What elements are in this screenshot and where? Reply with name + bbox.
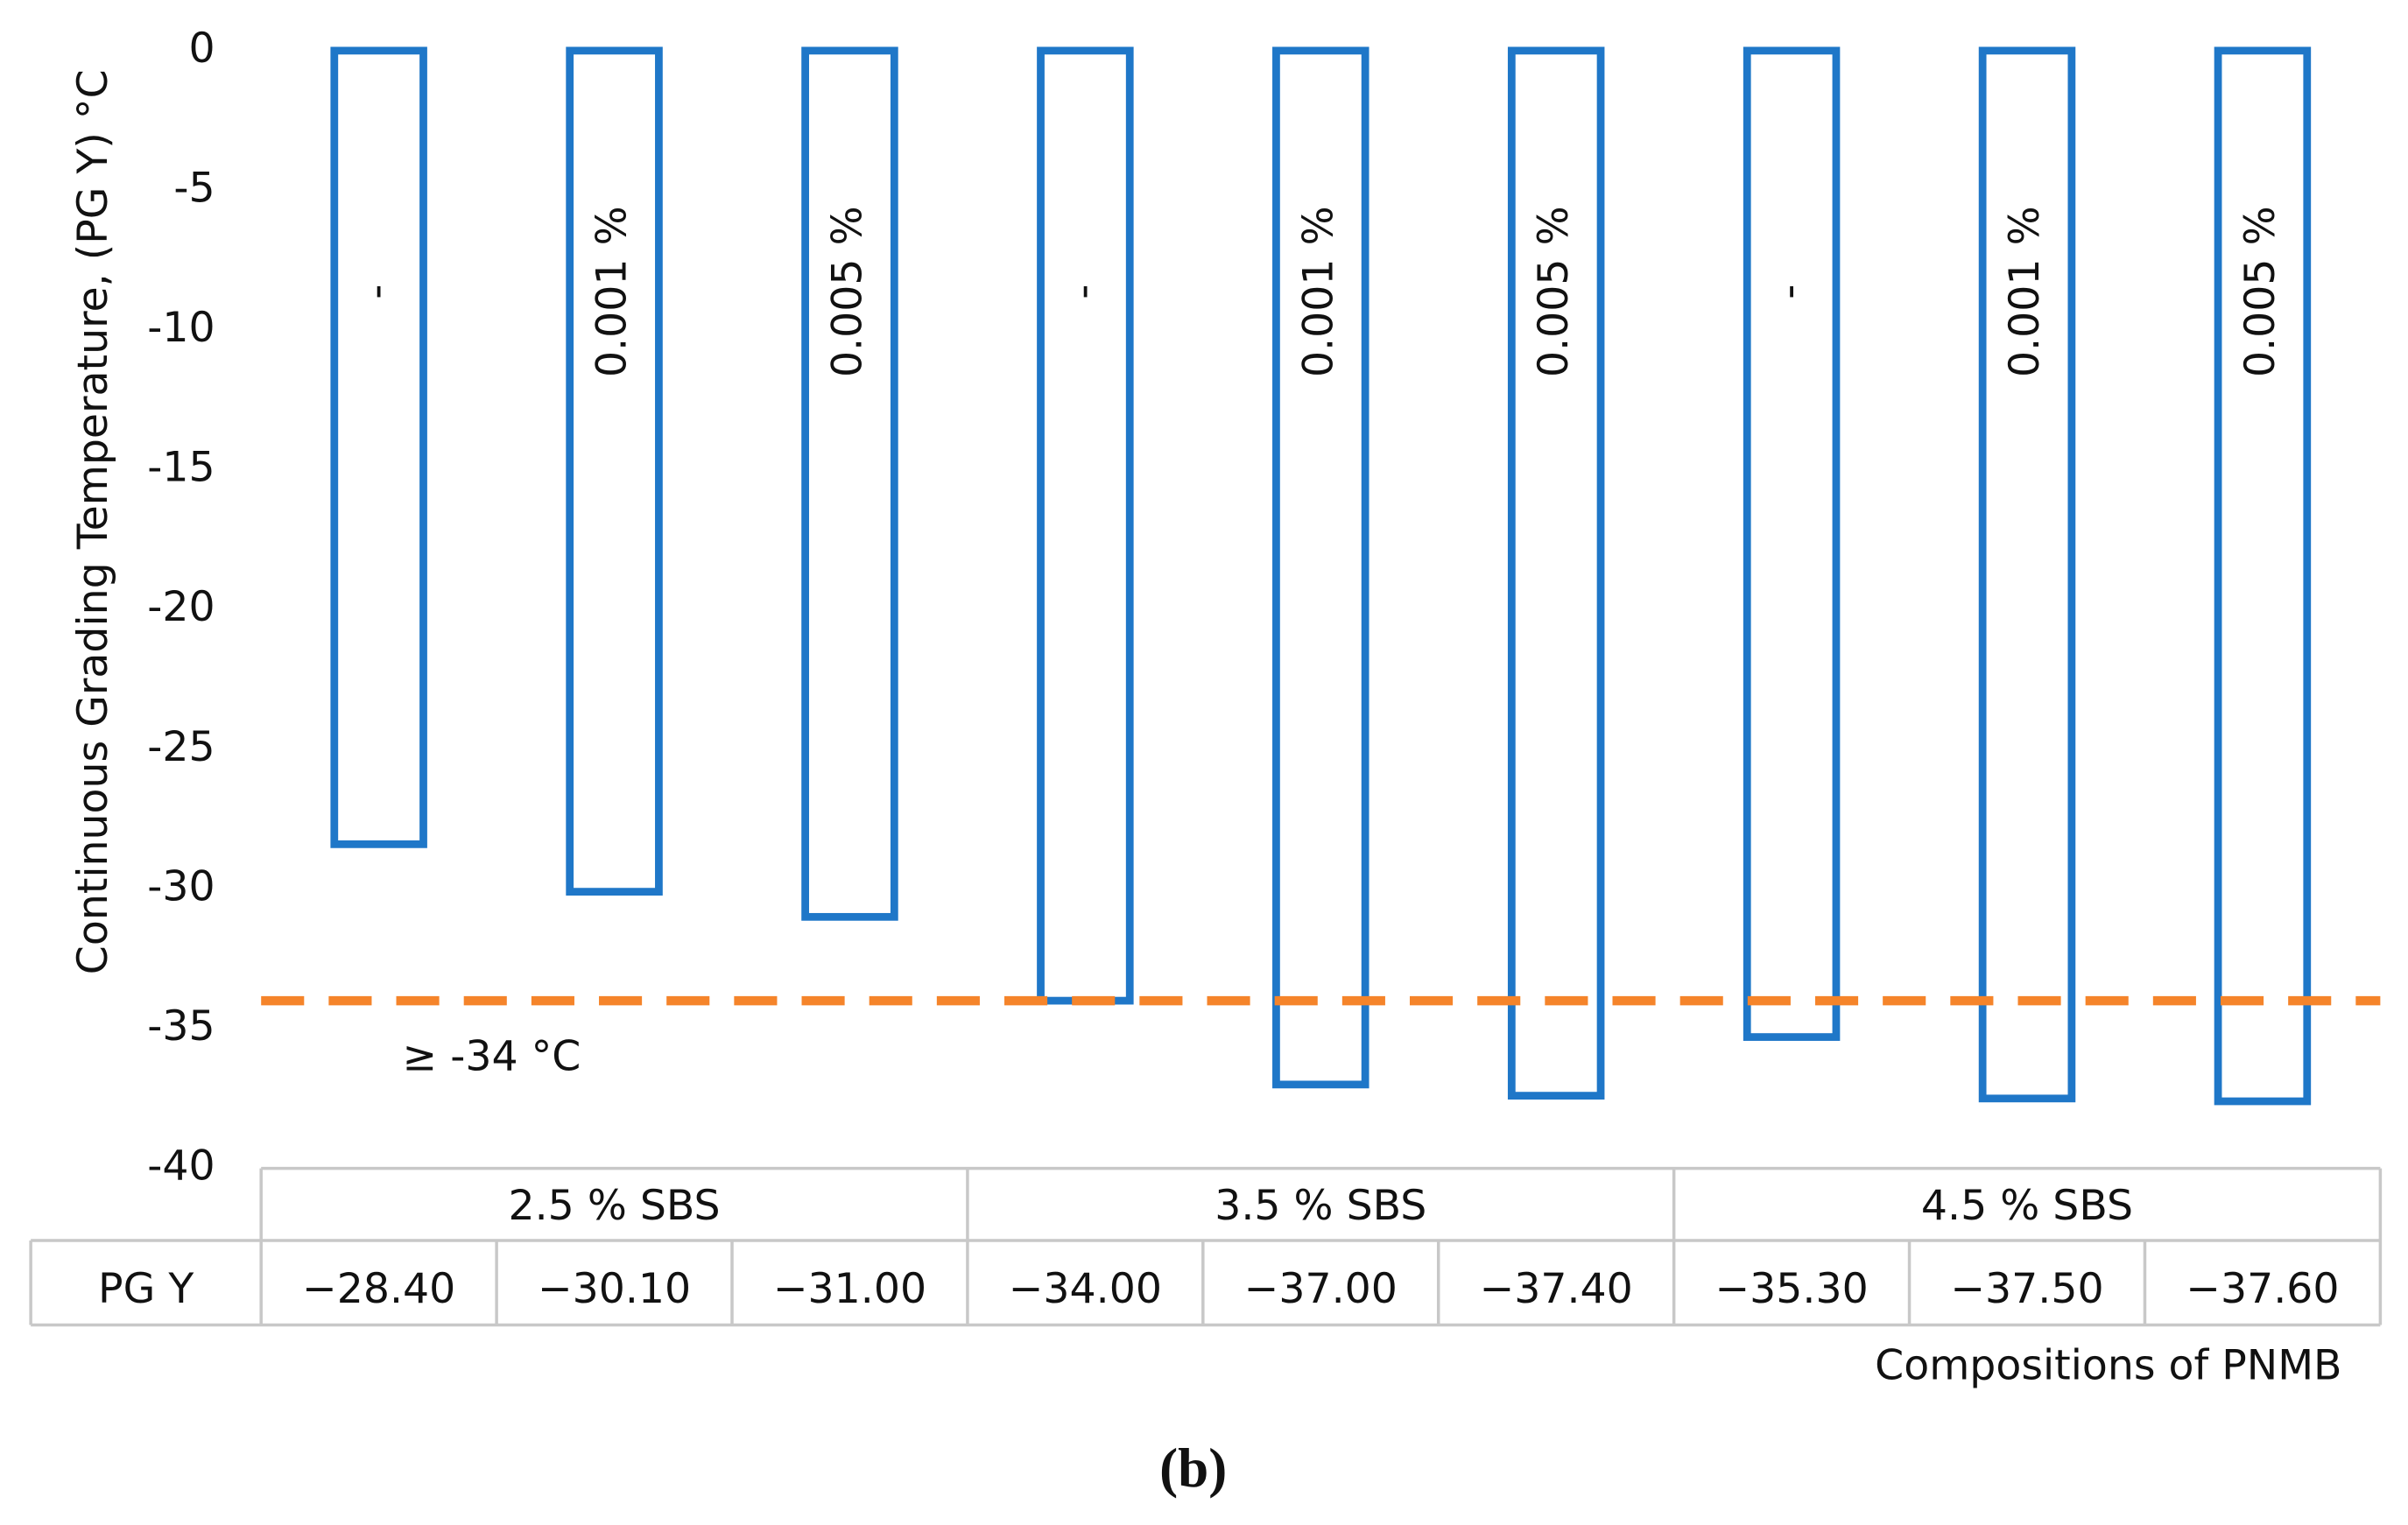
y-tick-label: -40 (147, 1142, 215, 1191)
y-tick-label: 0 (188, 25, 215, 73)
bar (1507, 46, 1605, 1100)
bar-label: 0.005 % (2236, 206, 2285, 377)
reference-label: ≥ -34 °C (403, 1033, 581, 1081)
group-label: 2.5 % SBS (508, 1182, 720, 1230)
bar-label: 0.001 % (2001, 206, 2049, 377)
bar (1978, 46, 2076, 1103)
bar (1272, 46, 1369, 1089)
value-label: −37.60 (2186, 1265, 2339, 1313)
bar (1743, 46, 1841, 1041)
group-label: 3.5 % SBS (1215, 1182, 1426, 1230)
bar-label: 0.005 % (823, 206, 871, 377)
row-label: PG Y (98, 1265, 194, 1313)
y-tick-label: -25 (147, 723, 215, 771)
y-tick-label: -30 (147, 862, 215, 910)
bar-label: 0.001 % (1294, 206, 1342, 377)
y-axis-label: Continuous Grading Temperature, (PG Y) °… (69, 69, 117, 974)
bar (1037, 46, 1134, 1005)
value-label: −28.40 (302, 1265, 455, 1313)
bar (2214, 46, 2312, 1106)
group-label: 4.5 % SBS (1921, 1182, 2133, 1230)
value-label: −31.00 (773, 1265, 926, 1313)
value-label: −30.10 (538, 1265, 691, 1313)
bar-label: 0.005 % (1530, 206, 1578, 377)
bar (330, 46, 427, 848)
x-axis-label: Compositions of PNMB (1875, 1342, 2341, 1390)
value-label: −37.50 (1950, 1265, 2103, 1313)
bar-label: 0.001 % (588, 206, 637, 377)
bar-label: - (1059, 285, 1107, 299)
y-tick-label: -5 (173, 164, 215, 212)
bar-label: - (353, 285, 401, 299)
bar (566, 46, 663, 896)
value-label: −35.30 (1714, 1265, 1868, 1313)
y-tick-label: -20 (147, 583, 215, 631)
value-label: −34.00 (1009, 1265, 1162, 1313)
caption: (b) (1159, 1437, 1227, 1499)
value-label: −37.00 (1244, 1265, 1398, 1313)
bar-label: - (1765, 285, 1813, 299)
bar (801, 46, 898, 921)
y-tick-label: -35 (147, 1002, 215, 1051)
value-label: −37.40 (1480, 1265, 1633, 1313)
y-tick-label: -15 (147, 444, 215, 492)
y-tick-label: -10 (147, 304, 215, 352)
